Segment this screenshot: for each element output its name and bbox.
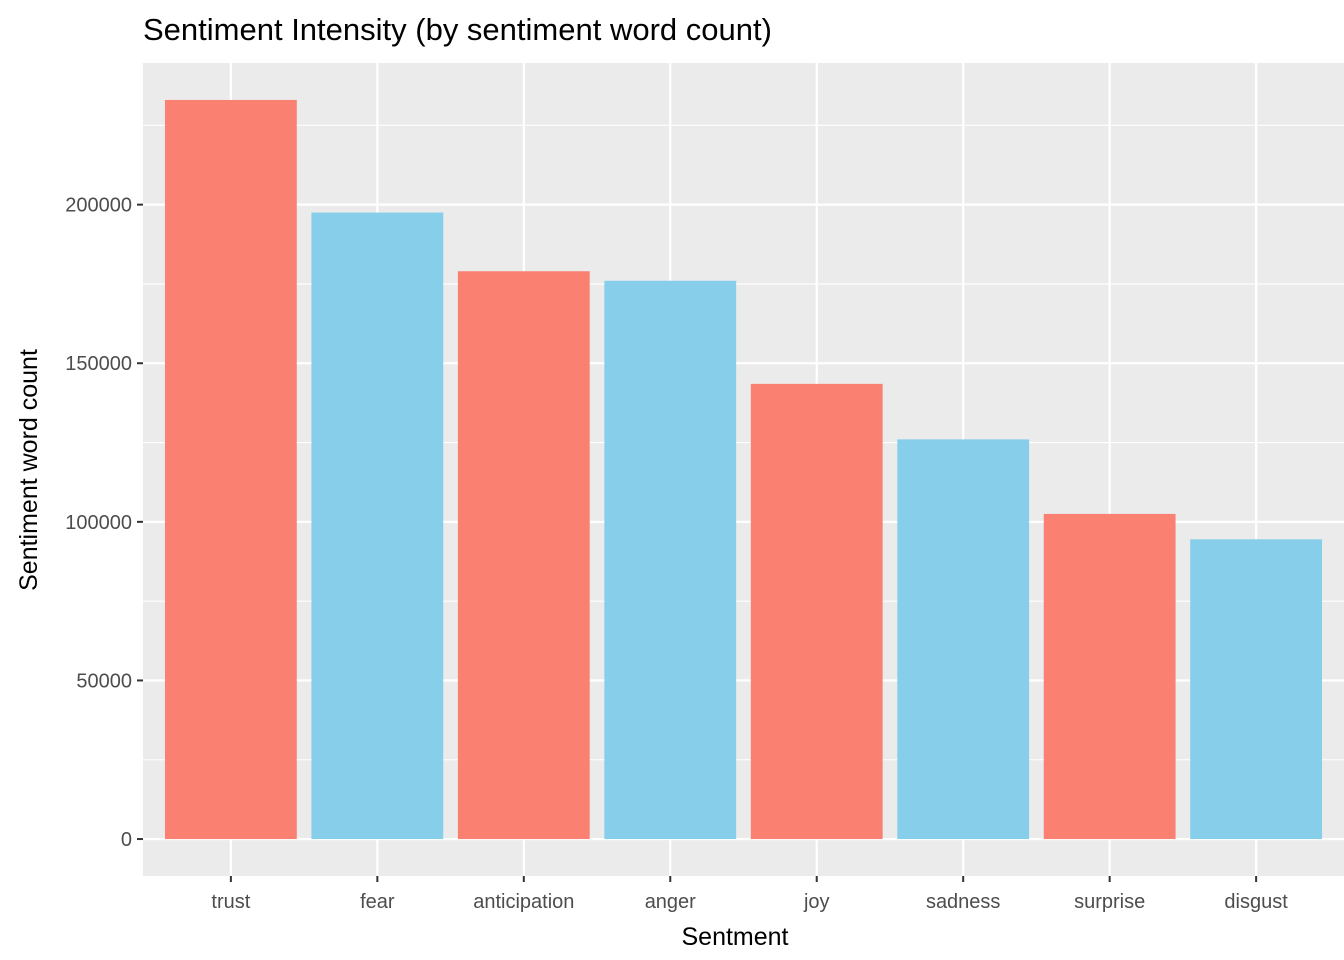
- bar-fear: [311, 212, 444, 840]
- bars: [164, 99, 1323, 840]
- bar-disgust: [1190, 539, 1323, 840]
- x-tick-label-trust: trust: [211, 891, 250, 913]
- bar-joy: [750, 383, 883, 840]
- x-axis-title: Sentment: [681, 923, 788, 951]
- y-tick-label: 50000: [76, 670, 132, 692]
- x-axis: trust fear anticipation anger joy sadness surp…: [211, 876, 1288, 913]
- bar-sadness: [897, 439, 1030, 840]
- x-tick-label-anger: anger: [645, 891, 696, 913]
- x-tick-label-surprise: surprise: [1074, 891, 1145, 913]
- y-tick-label: 200000: [65, 195, 132, 217]
- bar-anger: [604, 280, 737, 840]
- x-tick-label-fear: fear: [360, 891, 395, 913]
- y-axis-title: Sentiment word count: [15, 349, 43, 591]
- y-tick-label: 100000: [65, 512, 132, 534]
- y-tick-label: 0: [121, 829, 132, 851]
- y-axis: 0 50000 100000 150000 200000: [65, 195, 143, 851]
- y-tick-label: 150000: [65, 353, 132, 375]
- x-tick-label-joy: joy: [803, 891, 830, 913]
- chart-title: Sentiment Intensity (by sentiment word c…: [143, 12, 772, 47]
- bar-anticipation: [457, 271, 590, 840]
- x-tick-label-sadness: sadness: [926, 891, 1001, 913]
- bar-trust: [164, 99, 297, 840]
- bar-surprise: [1043, 513, 1176, 840]
- x-tick-label-anticipation: anticipation: [473, 891, 574, 913]
- x-tick-label-disgust: disgust: [1224, 891, 1288, 913]
